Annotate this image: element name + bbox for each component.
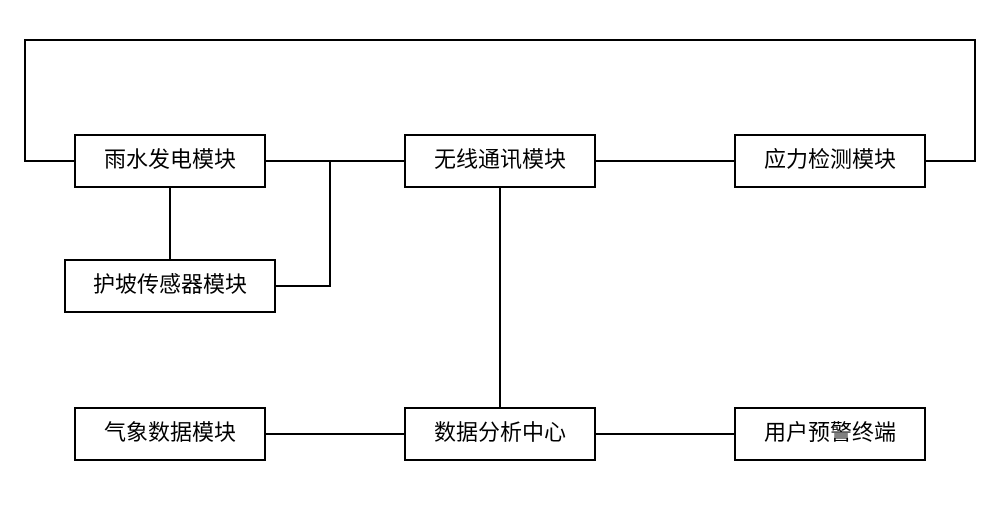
nodes-layer: 雨水发电模块 无线通讯模块 应力检测模块护坡传感器模块气象数据模块 数据分析中心 用户预… bbox=[65, 135, 925, 460]
node-label-slope: 护坡传感器模块 bbox=[93, 272, 247, 297]
node-label-stress: 应力检测模块 bbox=[764, 147, 896, 172]
node-wireless: 无线通讯模块 bbox=[405, 135, 595, 187]
node-weather: 气象数据模块 bbox=[75, 408, 265, 460]
node-stress: 应力检测模块 bbox=[735, 135, 925, 187]
edges-layer bbox=[25, 40, 975, 434]
node-label-wireless: 无线通讯模块 bbox=[434, 147, 566, 172]
node-label-terminal: 用户预警终端 bbox=[764, 420, 896, 445]
node-label-analysis: 数据分析中心 bbox=[434, 420, 566, 445]
node-rainpower: 雨水发电模块 bbox=[75, 135, 265, 187]
node-slope: 护坡传感器模块 bbox=[65, 260, 275, 312]
edge-3 bbox=[275, 161, 330, 286]
node-terminal: 用户预警终端 bbox=[735, 408, 925, 460]
node-label-weather: 气象数据模块 bbox=[104, 420, 236, 445]
block-diagram: 雨水发电模块 无线通讯模块 应力检测模块护坡传感器模块气象数据模块 数据分析中心 用户预… bbox=[0, 0, 1000, 506]
node-label-rainpower: 雨水发电模块 bbox=[104, 147, 236, 172]
node-analysis: 数据分析中心 bbox=[405, 408, 595, 460]
